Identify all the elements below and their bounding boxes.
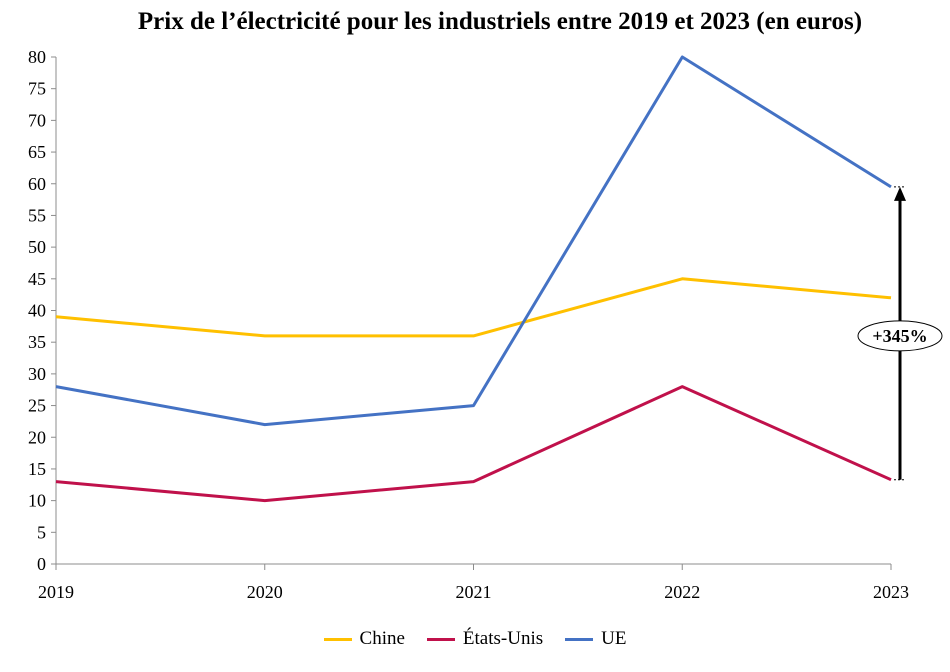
- annotation-arrow-head: [894, 186, 906, 201]
- x-tick-label: 2019: [38, 582, 74, 602]
- x-tick-label: 2020: [247, 582, 283, 602]
- y-tick-label: 0: [37, 554, 46, 574]
- annotation-ellipse: [857, 320, 943, 352]
- legend-swatch: [426, 637, 455, 641]
- y-tick-label: 30: [28, 364, 46, 384]
- y-tick-label: 60: [28, 174, 46, 194]
- legend-item: États-Unis: [426, 628, 544, 650]
- series-layer: [55, 55, 892, 503]
- x-tick-label: 2023: [873, 582, 909, 602]
- y-tick-label: 70: [28, 110, 46, 130]
- axes: [55, 57, 891, 565]
- legend-swatch: [323, 637, 352, 641]
- series-line--tats-unis: [55, 385, 892, 503]
- y-tick-label: 20: [28, 427, 46, 447]
- y-tick-label: 80: [28, 47, 46, 67]
- legend: Chine États-Unis UE: [0, 628, 950, 650]
- annotation: +345%: [857, 186, 943, 481]
- chart-title: Prix de l’électricité pour les industrie…: [137, 8, 863, 35]
- legend-label: États-Unis: [462, 628, 544, 649]
- y-tick-label: 65: [28, 142, 46, 162]
- legend-item: Chine: [323, 628, 405, 650]
- y-tick-label: 10: [28, 491, 46, 511]
- annotation-label: +345%: [872, 326, 927, 346]
- y-tick-label: 55: [28, 205, 46, 225]
- y-tick-label: 5: [37, 522, 46, 542]
- x-axis-ticks: 2019 2020 2021 2022 2023: [38, 564, 909, 602]
- y-tick-label: 50: [28, 237, 46, 257]
- series-line-chine: [55, 277, 892, 338]
- legend-swatch: [565, 637, 594, 641]
- legend-label: Chine: [359, 628, 405, 649]
- y-tick-label: 45: [28, 269, 46, 289]
- y-tick-label: 35: [28, 332, 46, 352]
- y-tick-label: 15: [28, 459, 46, 479]
- series-line-ue: [55, 55, 892, 427]
- x-tick-label: 2022: [664, 582, 700, 602]
- y-axis-ticks: 0 5 10 15 20 25 30 35 40 45 50 55 60 65 70 75 80: [28, 47, 56, 574]
- legend-label: UE: [601, 628, 627, 649]
- x-tick-label: 2021: [456, 582, 492, 602]
- legend-item: UE: [565, 628, 626, 650]
- y-tick-label: 40: [28, 301, 46, 321]
- y-tick-label: 75: [28, 79, 46, 99]
- y-tick-label: 25: [28, 396, 46, 416]
